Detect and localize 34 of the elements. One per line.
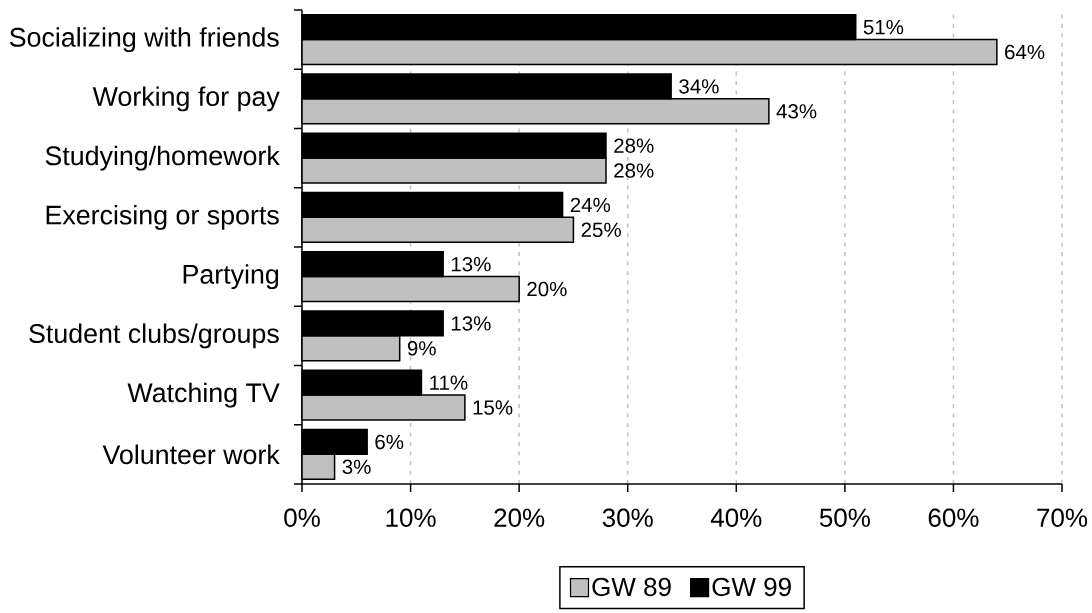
y-tick-label: Student clubs/groups: [29, 323, 279, 349]
legend-label: GW 99: [712, 577, 791, 597]
data-label: 28%: [614, 163, 654, 178]
data-label: 51%: [863, 19, 904, 35]
data-label: 11%: [430, 375, 468, 390]
data-label: 13%: [451, 316, 491, 331]
data-label: 15%: [473, 400, 513, 415]
y-tick-label: Working for pay: [92, 86, 280, 112]
y-tick-label: Studying/homework: [45, 145, 280, 171]
x-tick-label: 60%: [928, 508, 979, 527]
data-label: 3%: [342, 459, 371, 475]
data-label: 20%: [527, 281, 567, 297]
legend-label: GW 89: [592, 577, 671, 597]
y-tick-label: Watching TV: [127, 382, 280, 408]
x-tick-label: 30%: [602, 508, 653, 527]
y-tick-label: Volunteer work: [102, 444, 280, 465]
x-tick-label: 70%: [1037, 508, 1088, 527]
data-label: 25%: [581, 222, 621, 238]
data-label: 9%: [407, 341, 436, 356]
data-label: 24%: [570, 197, 611, 213]
data-label: 13%: [451, 256, 491, 272]
x-tick-label: 20%: [494, 508, 545, 527]
y-tick-label: Socializing with friends: [9, 27, 279, 53]
x-tick-label: 40%: [710, 508, 762, 527]
x-tick-label: 10%: [386, 508, 436, 527]
data-label: 43%: [776, 104, 817, 119]
data-label: 34%: [679, 79, 719, 94]
data-label: 64%: [1005, 44, 1045, 60]
data-label: 28%: [614, 138, 654, 153]
y-tick-label: Partying: [183, 264, 279, 290]
x-tick-label: 50%: [819, 508, 870, 527]
x-tick-label: 0%: [284, 508, 320, 527]
y-tick-label: Exercising or sports: [46, 204, 279, 230]
data-label: 6%: [375, 434, 404, 450]
